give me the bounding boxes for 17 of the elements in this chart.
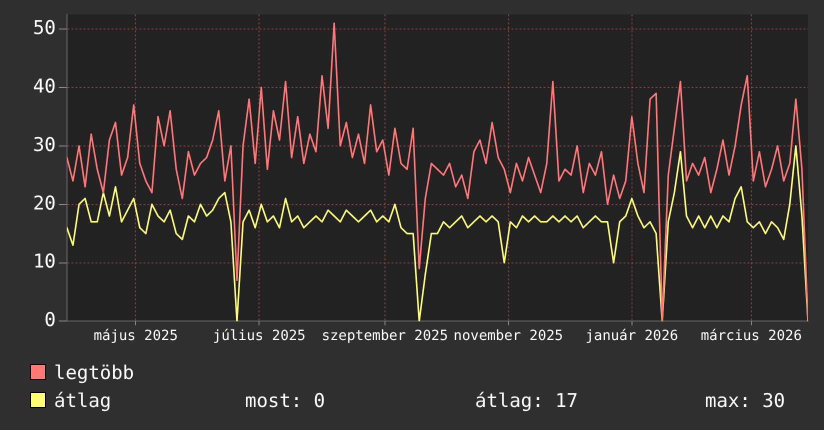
x-tick-label: március 2026	[700, 328, 802, 344]
y-tick-label: 40	[32, 75, 56, 98]
y-tick-label: 10	[32, 250, 56, 273]
x-tick-label: január 2026	[585, 328, 678, 344]
legend-label: átlag	[54, 390, 112, 412]
y-tick-label: 0	[44, 309, 56, 332]
x-tick-label: július 2025	[212, 328, 306, 344]
y-tick-label: 30	[32, 134, 56, 156]
y-tick-label: 50	[32, 16, 56, 39]
x-tick-label: szeptember 2025	[322, 328, 448, 344]
legend-label: legtöbb	[53, 362, 136, 386]
text: most: 0	[245, 390, 326, 412]
x-tick-label: május 2025	[94, 328, 178, 344]
x-tick-label: november 2025	[454, 328, 564, 344]
text: max: 30	[705, 390, 786, 412]
y-tick-label: 20	[32, 192, 56, 214]
text: átlag: 17	[475, 390, 578, 412]
